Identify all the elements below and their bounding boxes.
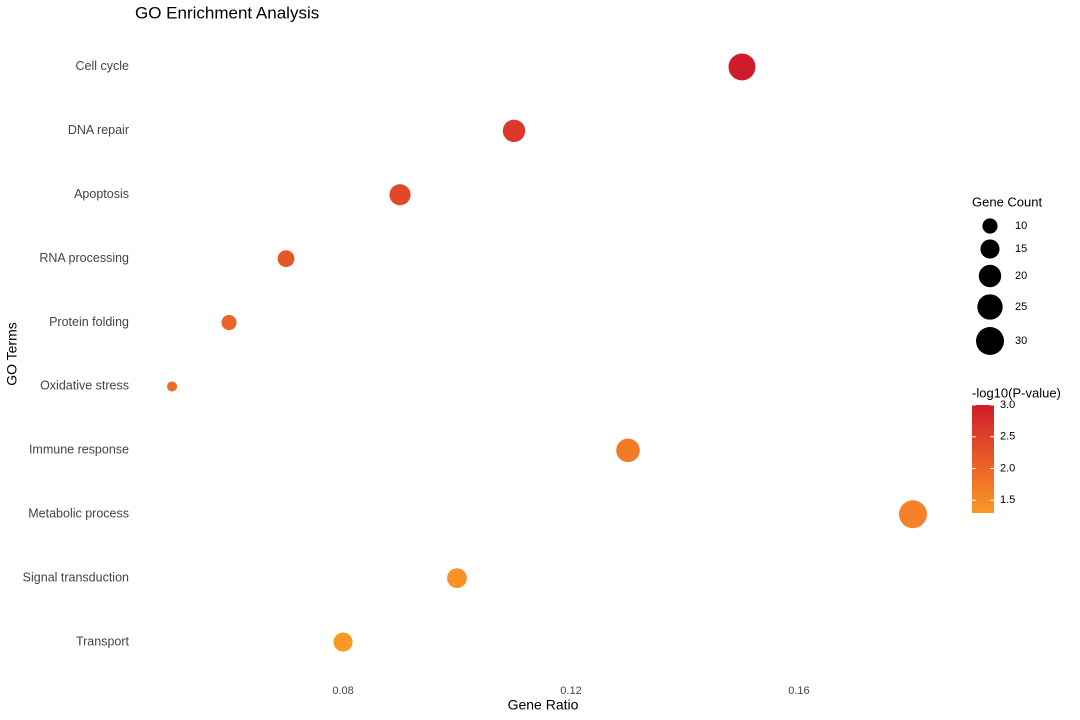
size-legend-key <box>982 218 998 234</box>
y-tick-label: Transport <box>76 634 130 648</box>
colorbar-label: 3.0 <box>1000 399 1015 411</box>
colorbar-label: 2.5 <box>1000 431 1015 443</box>
x-tick-label: 0.08 <box>332 685 353 697</box>
dot <box>447 568 467 589</box>
color-legend-title: -log10(P-value) <box>972 385 1061 400</box>
y-tick-label: Apoptosis <box>74 187 129 201</box>
y-tick-label: Immune response <box>29 443 129 457</box>
size-legend-label: 15 <box>1015 243 1027 255</box>
y-tick-label: Oxidative stress <box>40 379 129 393</box>
size-legend-title: Gene Count <box>972 194 1042 209</box>
y-tick-label: Signal transduction <box>23 570 129 584</box>
size-legend-label: 25 <box>1015 301 1027 313</box>
colorbar-label: 1.5 <box>1000 494 1015 506</box>
dot <box>277 250 295 268</box>
dot <box>221 314 237 331</box>
dot <box>333 632 353 652</box>
dot <box>167 381 178 392</box>
x-axis-label: Gene Ratio <box>508 697 579 713</box>
colorbar-label: 2.0 <box>1000 462 1015 474</box>
x-tick-label: 0.12 <box>560 685 581 697</box>
size-legend-key <box>976 327 1004 355</box>
size-legend-label: 30 <box>1015 335 1027 347</box>
size-legend-label: 20 <box>1015 270 1027 282</box>
y-axis-label: GO Terms <box>4 322 20 386</box>
y-tick-label: Cell cycle <box>76 59 130 73</box>
x-tick-label: 0.16 <box>788 685 809 697</box>
dot <box>389 184 411 206</box>
dot <box>728 53 756 81</box>
y-tick-label: DNA repair <box>68 123 129 137</box>
colorbar <box>972 405 994 513</box>
size-legend-key <box>980 239 1000 259</box>
size-legend-key <box>978 264 1002 288</box>
y-tick-label: RNA processing <box>39 251 129 265</box>
dot <box>616 438 640 463</box>
chart-title: GO Enrichment Analysis <box>135 3 319 22</box>
y-tick-label: Metabolic process <box>28 507 129 521</box>
dot <box>502 119 526 143</box>
size-legend-key <box>977 294 1003 320</box>
y-tick-label: Protein folding <box>49 315 129 329</box>
dot <box>898 500 927 529</box>
size-legend-label: 10 <box>1015 220 1027 232</box>
